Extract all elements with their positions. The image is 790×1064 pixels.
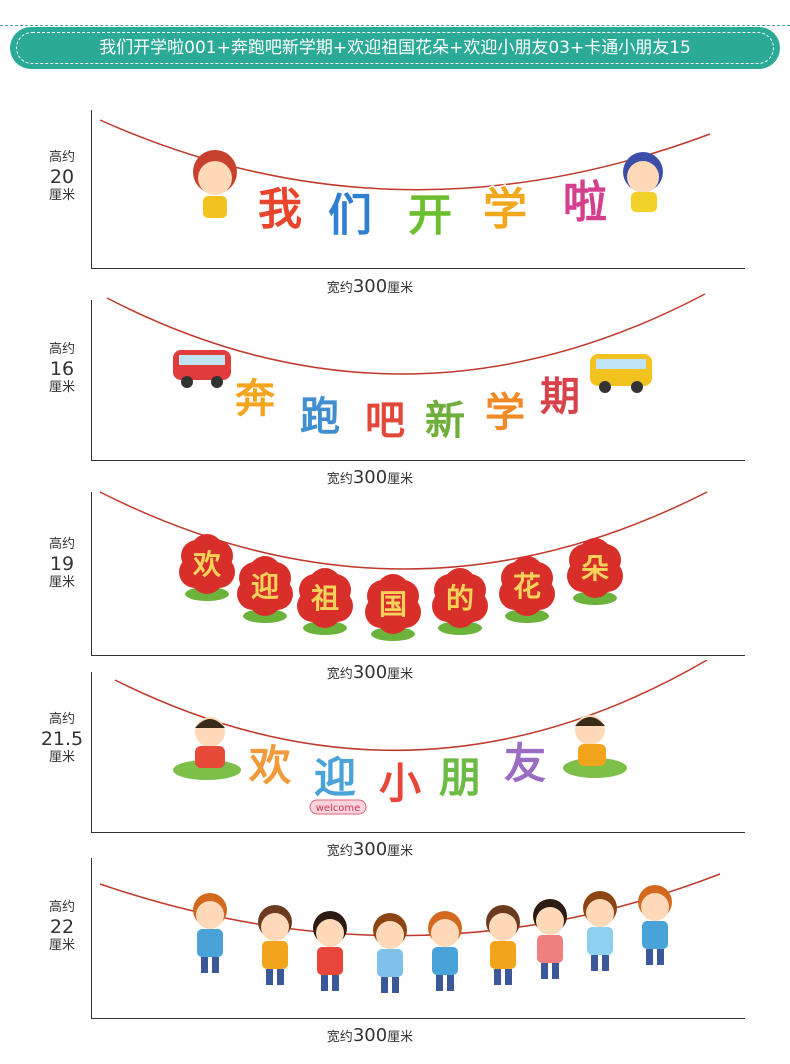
flower-icon: 花 (499, 556, 555, 623)
banner-char: 学 (485, 390, 525, 436)
school-bus-icon (173, 350, 231, 388)
height-label: 高约 22 厘米 (48, 900, 75, 953)
banner-image-1: 我 们 开 学 啦 (99, 119, 711, 243)
cartoon-kid-icon (313, 911, 347, 991)
cartoon-kid-icon (373, 913, 407, 993)
width-label: 宽约300厘米 (326, 1025, 414, 1046)
cartoon-kid-icon (193, 893, 227, 973)
flower-icon: 的 (432, 568, 488, 635)
banner-char: 迎 (314, 753, 356, 802)
flower-icon: 迎 (237, 556, 293, 623)
flower-icon: 朵 (567, 538, 623, 605)
height-axis (91, 858, 92, 1018)
banner-char: 啦 (563, 177, 607, 228)
banner-char: 新 (425, 398, 465, 444)
banner-image-4: 欢 迎 welcome 小 朋 友 (114, 660, 708, 815)
height-axis (91, 110, 92, 268)
banner-char: 奔 (235, 376, 276, 422)
flower-icon: 祖 (297, 568, 353, 635)
welcome-badge (309, 799, 367, 815)
school-bus-icon (590, 354, 652, 393)
header-divider (0, 25, 790, 27)
width-label: 宽约300厘米 (326, 467, 414, 488)
flower-icon: 国 (365, 574, 421, 641)
banner-char: 们 (328, 190, 372, 241)
width-axis (91, 1018, 745, 1019)
width-axis (91, 832, 745, 833)
banner-char: 迎 (251, 570, 279, 603)
cartoon-kid-icon (428, 911, 462, 991)
width-axis (91, 460, 745, 461)
banner-char: 小 (379, 759, 421, 808)
height-label: 高约 19 厘米 (48, 537, 75, 590)
height-label: 高约 16 厘米 (48, 342, 75, 395)
banner-image-5 (99, 873, 721, 993)
banner-char: 学 (483, 184, 527, 235)
height-label: 高约 20 厘米 (48, 150, 75, 203)
width-axis (91, 268, 745, 269)
width-label: 宽约300厘米 (326, 276, 414, 297)
banner-char: 开 (408, 190, 452, 241)
cartoon-kid-icon (563, 715, 627, 778)
welcome-badge-text: welcome (316, 803, 361, 814)
height-axis (91, 492, 92, 655)
title-banner: 我们开学啦001+奔跑吧新学期+欢迎祖国花朵+欢迎小朋友03+卡通小朋友15 (10, 27, 780, 69)
banner-char: 我 (258, 184, 302, 235)
width-label: 宽约300厘米 (326, 839, 414, 860)
cartoon-kid-icon (638, 885, 672, 965)
cartoon-kid-icon (173, 717, 241, 780)
cartoon-girl-icon (193, 150, 237, 218)
banner-char: 的 (446, 582, 474, 615)
cartoon-kid-icon (486, 905, 520, 985)
width-axis (91, 655, 745, 656)
cartoon-kid-icon (258, 905, 292, 985)
cartoon-boy-icon (623, 152, 663, 212)
page-title: 我们开学啦001+奔跑吧新学期+欢迎祖国花朵+欢迎小朋友03+卡通小朋友15 (16, 32, 774, 64)
height-label: 高约 21.5 厘米 (40, 712, 84, 765)
banner-image-3: 欢迎祖 国 的 花 朵 (99, 491, 708, 641)
banner-char: 朋 (439, 753, 481, 802)
banner-char: 友 (504, 739, 546, 788)
banner-char: 欢 (248, 741, 292, 790)
banner-image-2: 奔 跑 吧 新 学 期 (106, 293, 706, 446)
banner-char: 期 (540, 374, 580, 420)
width-label: 宽约300厘米 (326, 662, 414, 683)
banner-char: 跑 (300, 394, 340, 440)
banner-char: 欢 (192, 548, 222, 581)
cartoon-kid-icon (533, 899, 567, 979)
cartoon-kid-icon (583, 891, 617, 971)
banner-char: 花 (513, 570, 541, 603)
flower-icon: 欢 (179, 534, 235, 601)
banner-char: 吧 (365, 398, 405, 444)
banner-char: 国 (379, 588, 407, 621)
height-axis (91, 672, 92, 832)
banner-char: 祖 (311, 582, 339, 615)
banner-char: 朵 (581, 552, 609, 585)
height-axis (91, 300, 92, 460)
